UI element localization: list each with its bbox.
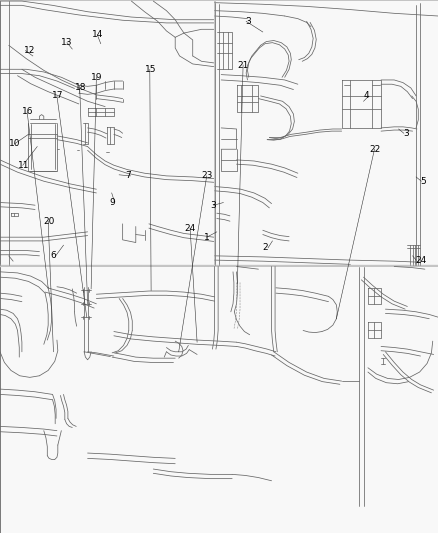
Text: 1: 1 [204,233,209,241]
Text: 19: 19 [91,73,102,82]
Text: 22: 22 [369,145,381,154]
Text: 6: 6 [50,252,56,260]
Text: 18: 18 [74,84,86,92]
Text: 17: 17 [52,92,63,100]
FancyBboxPatch shape [215,0,438,265]
FancyBboxPatch shape [0,266,438,533]
Text: 24: 24 [415,256,427,264]
Text: 3: 3 [210,201,216,209]
Text: 2: 2 [263,244,268,252]
Text: 10: 10 [9,140,20,148]
Text: 23: 23 [201,172,213,180]
Text: 4: 4 [364,92,369,100]
Text: 14: 14 [92,30,103,39]
Text: 7: 7 [125,172,131,180]
Text: 3: 3 [245,17,251,26]
Text: 24: 24 [185,224,196,232]
Text: 5: 5 [420,177,426,185]
Text: 21: 21 [238,61,249,69]
Text: 9: 9 [110,198,115,207]
Text: 16: 16 [22,108,33,116]
Text: 13: 13 [61,38,73,47]
Text: 12: 12 [24,46,35,55]
Text: 20: 20 [43,217,54,225]
FancyBboxPatch shape [0,0,214,265]
Text: 3: 3 [403,129,409,138]
Text: 11: 11 [18,161,29,169]
Text: 15: 15 [145,65,156,74]
